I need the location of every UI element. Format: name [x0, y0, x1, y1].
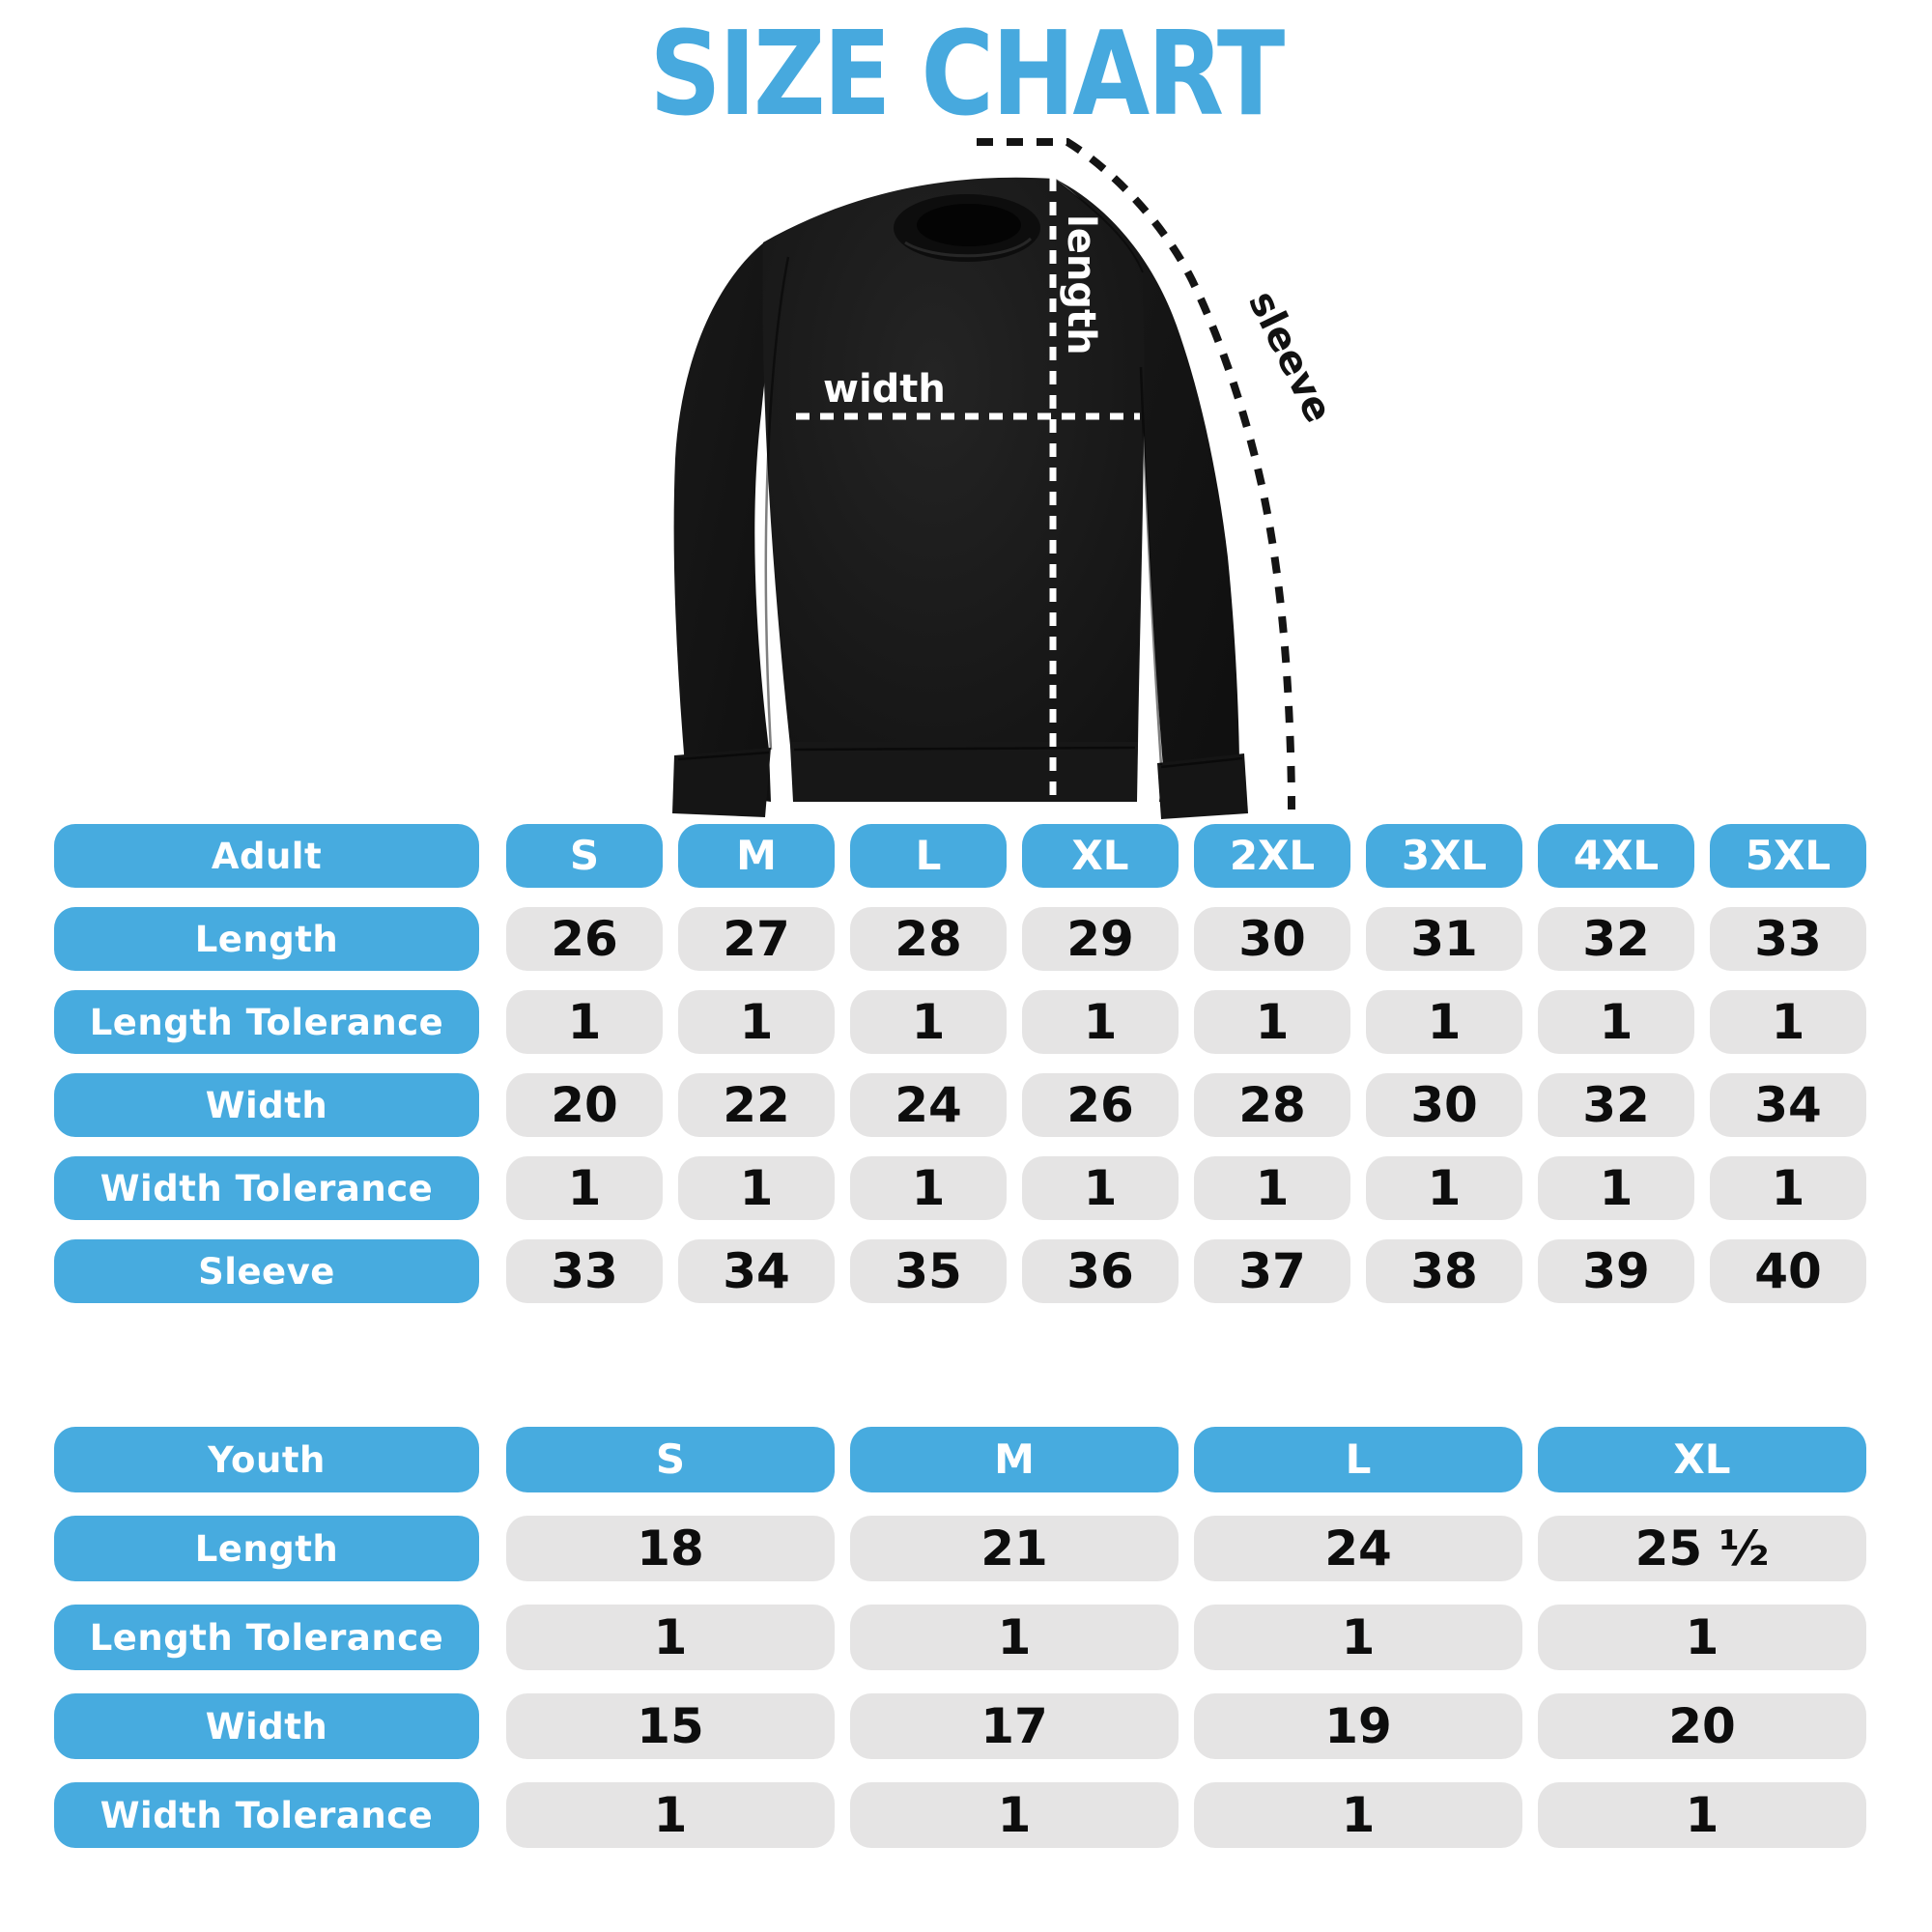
value-cell: 19	[1194, 1693, 1522, 1759]
value-cell: 1	[1538, 1782, 1866, 1848]
value-cell: 30	[1366, 1073, 1522, 1137]
size-header-cell: L	[1194, 1427, 1522, 1492]
row-label: Length	[54, 907, 479, 971]
sweatshirt-measurement-diagram: width length sleeve	[618, 126, 1352, 821]
size-header-cell: 3XL	[1366, 824, 1522, 888]
sweatshirt-diagram-svg: width length sleeve	[672, 138, 1341, 819]
value-cell: 24	[1194, 1516, 1522, 1581]
adult-size-table: Adult S M L XL 2XL 3XL 4XL 5XL Length 26 27 28 29 30 31…	[54, 824, 1866, 1303]
value-cell: 1	[1194, 1782, 1522, 1848]
value-cell: 1	[850, 1782, 1179, 1848]
value-cell: 1	[506, 1605, 835, 1670]
length-label: length	[1059, 214, 1103, 355]
value-cell: 1	[1366, 1156, 1522, 1220]
value-cell: 1	[506, 1782, 835, 1848]
size-header-cell: M	[678, 824, 835, 888]
row-label: Length Tolerance	[54, 990, 479, 1054]
value-cell: 35	[850, 1239, 1007, 1303]
size-header-cell: 2XL	[1194, 824, 1350, 888]
sleeve-measure-line	[977, 138, 1295, 810]
size-header-cell: 5XL	[1710, 824, 1866, 888]
value-cell: 37	[1194, 1239, 1350, 1303]
value-cell: 34	[678, 1239, 835, 1303]
value-cell: 33	[506, 1239, 663, 1303]
youth-size-table: Youth S M L XL Length 18 21 24 25 ½ Length Toleran…	[54, 1427, 1866, 1848]
value-cell: 34	[1710, 1073, 1866, 1137]
row-label: Length	[54, 1516, 479, 1581]
value-cell: 15	[506, 1693, 835, 1759]
value-cell: 29	[1022, 907, 1179, 971]
table-corner-label: Adult	[54, 824, 479, 888]
value-cell: 1	[1022, 990, 1179, 1054]
sweatshirt-illustration	[672, 177, 1248, 819]
value-cell: 1	[850, 990, 1007, 1054]
value-cell: 36	[1022, 1239, 1179, 1303]
value-cell: 38	[1366, 1239, 1522, 1303]
value-cell: 1	[1194, 1605, 1522, 1670]
value-cell: 31	[1366, 907, 1522, 971]
value-cell: 25 ½	[1538, 1516, 1866, 1581]
value-cell: 1	[506, 1156, 663, 1220]
value-cell: 20	[1538, 1693, 1866, 1759]
value-cell: 33	[1710, 907, 1866, 971]
value-cell: 39	[1538, 1239, 1694, 1303]
value-cell: 20	[506, 1073, 663, 1137]
value-cell: 1	[1366, 990, 1522, 1054]
sleeve-label: sleeve	[1239, 284, 1341, 429]
measurement-lines	[796, 138, 1295, 815]
value-cell: 27	[678, 907, 835, 971]
value-cell: 28	[1194, 1073, 1350, 1137]
value-cell: 30	[1194, 907, 1350, 971]
row-label: Width Tolerance	[54, 1156, 479, 1220]
row-label: Sleeve	[54, 1239, 479, 1303]
size-header-cell: XL	[1538, 1427, 1866, 1492]
value-cell: 1	[678, 990, 835, 1054]
size-header-cell: M	[850, 1427, 1179, 1492]
value-cell: 32	[1538, 907, 1694, 971]
value-cell: 28	[850, 907, 1007, 971]
row-label: Length Tolerance	[54, 1605, 479, 1670]
value-cell: 1	[1194, 1156, 1350, 1220]
value-cell: 18	[506, 1516, 835, 1581]
value-cell: 26	[506, 907, 663, 971]
value-cell: 26	[1022, 1073, 1179, 1137]
value-cell: 1	[1710, 990, 1866, 1054]
value-cell: 1	[1538, 990, 1694, 1054]
value-cell: 1	[1710, 1156, 1866, 1220]
row-label: Width Tolerance	[54, 1782, 479, 1848]
size-header-cell: XL	[1022, 824, 1179, 888]
value-cell: 1	[1022, 1156, 1179, 1220]
width-label: width	[823, 367, 946, 412]
value-cell: 1	[1538, 1156, 1694, 1220]
size-header-cell: S	[506, 1427, 835, 1492]
value-cell: 1	[1194, 990, 1350, 1054]
size-header-cell: 4XL	[1538, 824, 1694, 888]
value-cell: 1	[678, 1156, 835, 1220]
value-cell: 40	[1710, 1239, 1866, 1303]
size-header-cell: S	[506, 824, 663, 888]
page-title: SIZE CHART	[0, 17, 1932, 133]
table-corner-label: Youth	[54, 1427, 479, 1492]
value-cell: 24	[850, 1073, 1007, 1137]
value-cell: 1	[1538, 1605, 1866, 1670]
value-cell: 1	[506, 990, 663, 1054]
value-cell: 1	[850, 1605, 1179, 1670]
value-cell: 32	[1538, 1073, 1694, 1137]
size-header-cell: L	[850, 824, 1007, 888]
value-cell: 21	[850, 1516, 1179, 1581]
row-label: Width	[54, 1693, 479, 1759]
value-cell: 1	[850, 1156, 1007, 1220]
value-cell: 17	[850, 1693, 1179, 1759]
row-label: Width	[54, 1073, 479, 1137]
page-title-text: SIZE CHART	[649, 8, 1285, 142]
value-cell: 22	[678, 1073, 835, 1137]
